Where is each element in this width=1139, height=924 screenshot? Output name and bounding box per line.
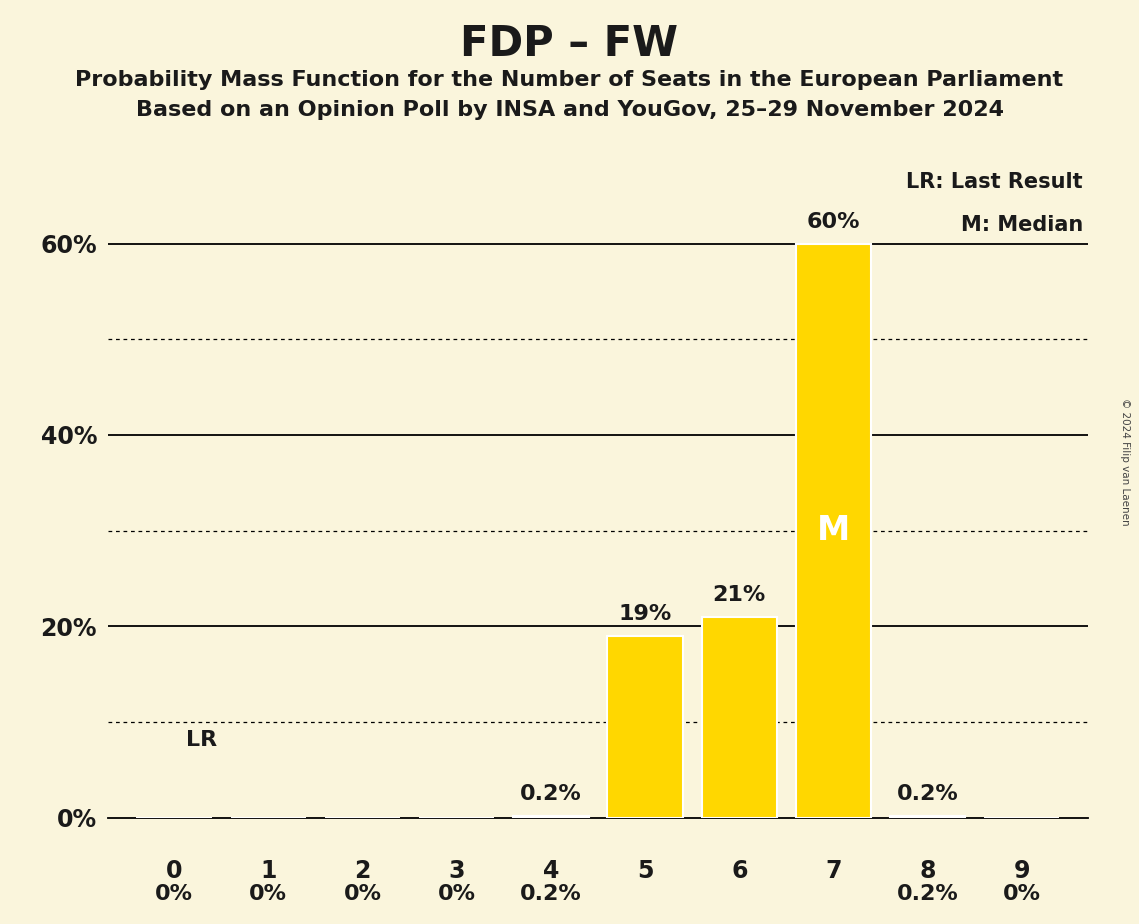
- Bar: [890, 816, 966, 818]
- Text: M: Median: M: Median: [961, 215, 1083, 235]
- Text: 0.2%: 0.2%: [521, 884, 582, 905]
- Text: 0.2%: 0.2%: [896, 784, 959, 804]
- Text: 60%: 60%: [806, 212, 860, 232]
- Text: 0%: 0%: [437, 884, 476, 905]
- Text: 0%: 0%: [155, 884, 194, 905]
- Text: 0.2%: 0.2%: [521, 784, 582, 804]
- Text: © 2024 Filip van Laenen: © 2024 Filip van Laenen: [1121, 398, 1130, 526]
- Text: LR: Last Result: LR: Last Result: [907, 172, 1083, 192]
- Bar: [607, 636, 682, 818]
- Text: 21%: 21%: [713, 585, 765, 605]
- Text: 19%: 19%: [618, 604, 672, 625]
- Text: M: M: [817, 514, 850, 547]
- Text: LR: LR: [187, 730, 218, 749]
- Bar: [796, 244, 871, 818]
- Text: FDP – FW: FDP – FW: [460, 23, 679, 65]
- Text: 0%: 0%: [344, 884, 382, 905]
- Text: 0.2%: 0.2%: [896, 884, 959, 905]
- Text: Based on an Opinion Poll by INSA and YouGov, 25–29 November 2024: Based on an Opinion Poll by INSA and You…: [136, 100, 1003, 120]
- Bar: [514, 816, 589, 818]
- Text: 0%: 0%: [1002, 884, 1041, 905]
- Text: Probability Mass Function for the Number of Seats in the European Parliament: Probability Mass Function for the Number…: [75, 70, 1064, 91]
- Text: 0%: 0%: [249, 884, 287, 905]
- Bar: [702, 617, 777, 818]
